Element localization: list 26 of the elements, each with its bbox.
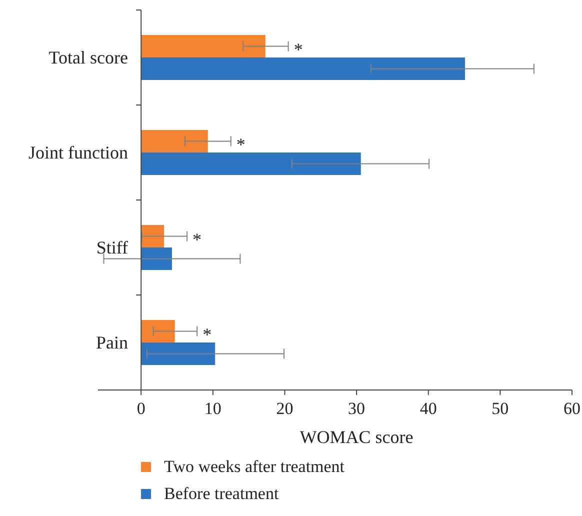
bar bbox=[141, 130, 208, 152]
bar bbox=[141, 35, 266, 58]
bar bbox=[141, 58, 465, 80]
y-tick-label: Joint function bbox=[28, 142, 128, 162]
y-tick-label: Pain bbox=[96, 332, 128, 352]
legend-label: Before treatment bbox=[164, 484, 279, 503]
x-tick-label: 30 bbox=[348, 399, 366, 418]
x-tick-label: 50 bbox=[492, 399, 509, 418]
x-tick-label: 10 bbox=[204, 399, 222, 418]
x-tick-label: 40 bbox=[420, 399, 437, 418]
x-tick-label: 0 bbox=[136, 399, 146, 418]
y-tick-label: Total score bbox=[48, 48, 128, 68]
annotation: * bbox=[294, 39, 303, 60]
annotation: * bbox=[202, 324, 212, 344]
bar bbox=[141, 225, 164, 248]
y-tick-label: Stiff bbox=[96, 238, 128, 258]
x-tick-label: 20 bbox=[276, 399, 294, 418]
x-tick-label: 60 bbox=[564, 399, 580, 418]
bar bbox=[141, 342, 216, 365]
bar bbox=[141, 320, 175, 342]
bar bbox=[141, 152, 361, 175]
annotation: * bbox=[192, 229, 202, 250]
legend-label: Two weeks after treatment bbox=[164, 457, 345, 476]
bar bbox=[141, 248, 172, 270]
x-axis-title: WOMAC score bbox=[300, 427, 414, 447]
annotation: * bbox=[236, 134, 246, 154]
